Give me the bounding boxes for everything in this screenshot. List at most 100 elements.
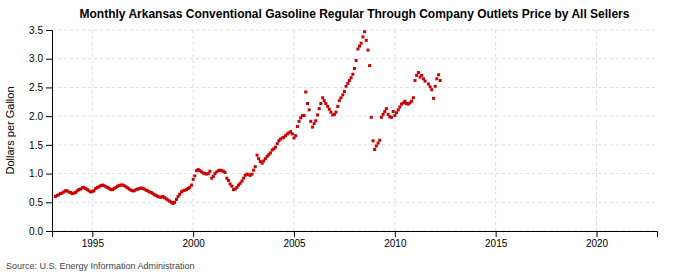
point	[324, 102, 327, 105]
point	[252, 169, 255, 172]
y-grid-line	[52, 202, 657, 203]
y-axis: 0.00.51.01.52.02.53.03.5	[29, 25, 52, 237]
point	[212, 175, 215, 178]
y-tick: 2.5	[29, 82, 52, 93]
point	[240, 180, 243, 183]
point	[410, 100, 413, 103]
point	[314, 119, 317, 122]
point	[353, 67, 356, 70]
point	[430, 88, 433, 91]
point	[338, 99, 341, 102]
point	[370, 116, 373, 119]
point	[291, 132, 294, 135]
point	[326, 105, 329, 108]
x-tick: 2005	[283, 231, 306, 249]
y-tick: 0.0	[29, 226, 52, 237]
point	[190, 184, 193, 187]
point	[208, 170, 211, 173]
point	[380, 116, 383, 119]
point	[435, 77, 438, 80]
point	[336, 105, 339, 108]
point	[309, 120, 312, 123]
x-tick-label: 2015	[485, 238, 508, 249]
point	[434, 85, 437, 88]
point	[414, 79, 417, 82]
x-grid-line	[294, 30, 295, 231]
point	[227, 179, 230, 182]
y-axis-line	[46, 31, 53, 232]
point	[350, 76, 353, 79]
point	[242, 177, 245, 180]
point	[313, 122, 316, 125]
point	[358, 45, 361, 48]
point	[429, 85, 432, 88]
point	[306, 102, 309, 105]
point	[420, 74, 423, 77]
point	[412, 96, 415, 99]
point	[395, 111, 398, 114]
x-tick-mark	[92, 231, 93, 237]
x-axis: 199520002005201020152020	[53, 231, 658, 249]
point	[393, 114, 396, 117]
point	[367, 49, 370, 52]
point	[303, 114, 306, 117]
y-tick-mark	[46, 116, 52, 117]
point	[257, 157, 260, 160]
point	[269, 151, 272, 154]
y-tick: 3.5	[29, 25, 52, 36]
point	[392, 110, 395, 113]
x-grid-line	[193, 30, 194, 231]
point	[373, 148, 376, 151]
x-tick-label: 2005	[283, 238, 306, 249]
y-tick: 3.0	[29, 53, 52, 64]
x-tick-label: 2020	[586, 238, 609, 249]
point	[427, 82, 430, 85]
y-tick-mark	[46, 174, 52, 175]
y-tick-mark	[46, 87, 52, 88]
annotation: Source: U.S. Energy Information Administ…	[6, 261, 195, 271]
point	[256, 154, 259, 157]
y-tick-mark	[46, 202, 52, 203]
point	[230, 185, 233, 188]
y-grid-line	[52, 116, 657, 117]
x-tick-mark	[294, 231, 295, 237]
point	[398, 105, 401, 108]
point	[254, 165, 257, 168]
x-tick: 2020	[586, 231, 609, 249]
point	[298, 120, 301, 123]
y-tick: 0.5	[29, 197, 52, 208]
point	[432, 97, 435, 100]
point	[377, 142, 380, 145]
point	[372, 139, 375, 142]
y-grid-line	[52, 30, 657, 31]
point	[251, 173, 254, 176]
x-tick-label: 1995	[82, 238, 105, 249]
point	[437, 73, 440, 76]
x-tick-label: 2010	[384, 238, 407, 249]
point	[224, 171, 227, 174]
y-tick-mark	[46, 30, 52, 31]
y-grid-line	[52, 87, 657, 88]
y-tick-label: 1.5	[29, 140, 43, 151]
point	[175, 198, 178, 201]
x-tick-mark	[395, 231, 396, 237]
y-grid-line	[52, 58, 657, 59]
y-tick-label: 0.5	[29, 197, 43, 208]
grid	[52, 30, 657, 231]
point	[390, 116, 393, 119]
y-grid-line	[52, 173, 657, 174]
point	[276, 142, 279, 145]
x-tick: 2015	[485, 231, 508, 249]
plot: 1995200020052010201520200.00.51.01.52.02…	[29, 25, 657, 249]
y-tick-label: 3.5	[29, 25, 43, 36]
point	[339, 96, 342, 99]
point	[351, 73, 354, 76]
y-axis-title: Dollars per Gallon	[4, 86, 16, 174]
y-tick: 1.0	[29, 168, 52, 179]
point	[368, 64, 371, 67]
point	[424, 80, 427, 83]
point	[318, 107, 321, 110]
title: Monthly Arkansas Conventional Gasoline R…	[80, 7, 630, 21]
x-grid-line	[394, 30, 395, 231]
points	[54, 30, 442, 205]
